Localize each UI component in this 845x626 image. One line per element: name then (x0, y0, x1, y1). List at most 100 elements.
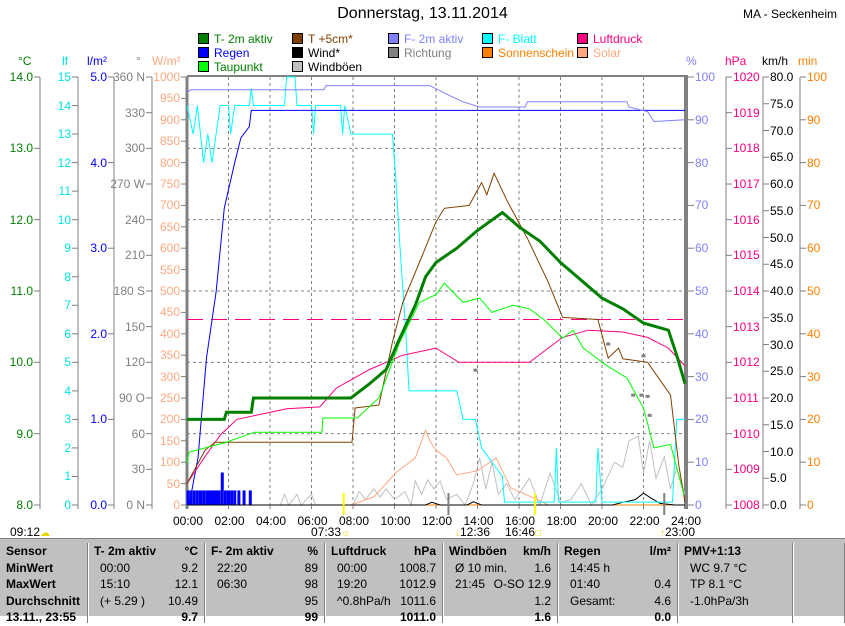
x-tick-label: 20:00 (588, 514, 619, 528)
station-name: MA - Seckenheim (742, 7, 837, 21)
axis-tick-label: 1008 (733, 498, 760, 512)
axis-tick-label: 5.0 (90, 70, 107, 84)
rain-bar (195, 490, 199, 505)
rain-bar (230, 490, 234, 505)
legend-label: T +5cm* (308, 32, 353, 46)
axis-tick-label: 12.0 (9, 212, 33, 227)
axis-tick-label: 25.0 (770, 364, 794, 379)
table-cell: Gesamt: (570, 593, 616, 608)
direction-point (473, 368, 478, 372)
axis-tick-label: 30.0 (770, 337, 794, 352)
table-row: WC 9.7 °C (684, 560, 786, 577)
axis-unit-label: min (798, 54, 818, 68)
sunrise-icon: ☼ (341, 528, 351, 539)
rain-bar (248, 490, 252, 505)
legend-swatch (198, 61, 209, 72)
chart-title: Donnerstag, 13.11.2014 (337, 5, 508, 22)
table-row-label: MinWert (6, 560, 54, 575)
table-cell: (+ 5.29 ) (100, 593, 146, 608)
table-row: -1.0hPa/3h (684, 593, 786, 610)
x-tick-label: 06:00 (297, 514, 328, 528)
axis-tick-label: 750 (159, 177, 180, 191)
table-row: 01:40 0.4 (564, 576, 671, 593)
legend-item: Taupunkt (198, 61, 263, 74)
axis-unit-label: °C (18, 54, 32, 68)
x-tick-label: 10:00 (380, 514, 411, 528)
table-header-cell: Regen (564, 544, 601, 558)
axis-tick-label: 300 (124, 141, 145, 156)
x-tick-label: 04:00 (256, 514, 287, 528)
table-row: 99 (211, 609, 318, 626)
x-tick-label: 02:00 (214, 514, 245, 528)
x-tick-label: 00:00 (173, 514, 204, 528)
astro-time: 23:00 (665, 525, 696, 539)
table-header: F- 2m aktiv% (211, 543, 318, 560)
axis-tick-label: 5 (64, 355, 71, 370)
x-tick-label: 18:00 (546, 514, 577, 528)
table-row: 0.0 (564, 609, 671, 626)
axis-tick-label: 100 (695, 70, 716, 84)
direction-point (631, 393, 636, 397)
axis-tick-label: 850 (159, 134, 180, 149)
axis-tick-label: 270 W (110, 177, 145, 191)
axis-tick-label: 1019 (733, 105, 760, 120)
axis-tick-label: 50.0 (770, 230, 794, 245)
table-cell: -1.0hPa/3h (690, 593, 749, 608)
table-cell: 1.2 (534, 593, 551, 608)
rain-bar (207, 490, 211, 505)
axis-tick-label: 150 (124, 319, 145, 334)
axis-unit-label: km/h (762, 54, 789, 68)
axis-tick-label: 60 (695, 241, 709, 256)
axis-tick-label: 1 (64, 469, 71, 484)
axis-tick-label: 40.0 (770, 284, 794, 298)
axis-tick-label: 1015 (733, 248, 760, 263)
rain-bar (227, 490, 230, 505)
axis-tick-label: 0.0 (770, 498, 787, 512)
table-cell: 4.6 (654, 593, 671, 608)
series-t-5cm- (186, 171, 686, 503)
axis-tick-label: 40 (807, 326, 821, 341)
axis-tick-label: 14.0 (9, 70, 33, 84)
table-cell: 1011.6 (400, 593, 436, 608)
axis-tick-label: 1.0 (90, 412, 107, 427)
legend-label: Wind* (308, 46, 341, 60)
axis-tick-label: 0 (173, 498, 180, 512)
axis-tick-label: 360 N (112, 70, 145, 84)
table-row-label: Sensor (6, 544, 47, 558)
axis-tick-label: 700 (159, 198, 180, 213)
legend-item: Regen (198, 47, 249, 60)
table-cell: 22:20 (217, 560, 248, 575)
axis-tick-label: 50 (695, 284, 709, 298)
axis-tick-label: 150 (159, 433, 180, 448)
axis-tick-label: 40 (695, 326, 709, 341)
legend-label: F- 2m aktiv (404, 32, 464, 46)
axis-tick-label: 10 (695, 455, 709, 470)
x-tick-label: 12:00 (422, 514, 453, 528)
rain-bar (209, 490, 213, 505)
legend-swatch (577, 33, 588, 44)
rain-bar (213, 490, 217, 505)
axis-tick-label: 90 (695, 112, 709, 127)
axis-tick-label: 120 (124, 355, 145, 370)
table-header-cell: Luftdruck (331, 544, 387, 558)
axis-tick-label: 0 (695, 498, 702, 512)
table-cell: TP 8.1 °C (690, 577, 742, 591)
axis-tick-label: 900 (159, 112, 180, 127)
axis-tick-label: 4 (64, 383, 71, 398)
legend-item: Richtung (388, 47, 451, 60)
table-cell: 99 (304, 610, 318, 624)
astro-time: 07:33 (311, 525, 342, 539)
table-cell: 9.7 (181, 610, 198, 624)
table-cell: 21:45 (455, 577, 486, 591)
legend-swatch (482, 47, 493, 58)
axis-tick-label: 20 (807, 412, 821, 427)
table-row: Gesamt: 4.6 (564, 593, 671, 610)
rain-bar (205, 490, 209, 505)
table-column (793, 543, 845, 623)
axis-tick-label: 55.0 (770, 203, 794, 218)
axis-tick-label: 1009 (733, 462, 760, 477)
table-row: (+ 5.29 ) 10.49 (94, 593, 198, 610)
table-header-cell: T- 2m aktiv (94, 544, 157, 558)
axis-tick-label: 2 (64, 440, 71, 455)
axis-tick-label: 1012 (733, 355, 760, 370)
